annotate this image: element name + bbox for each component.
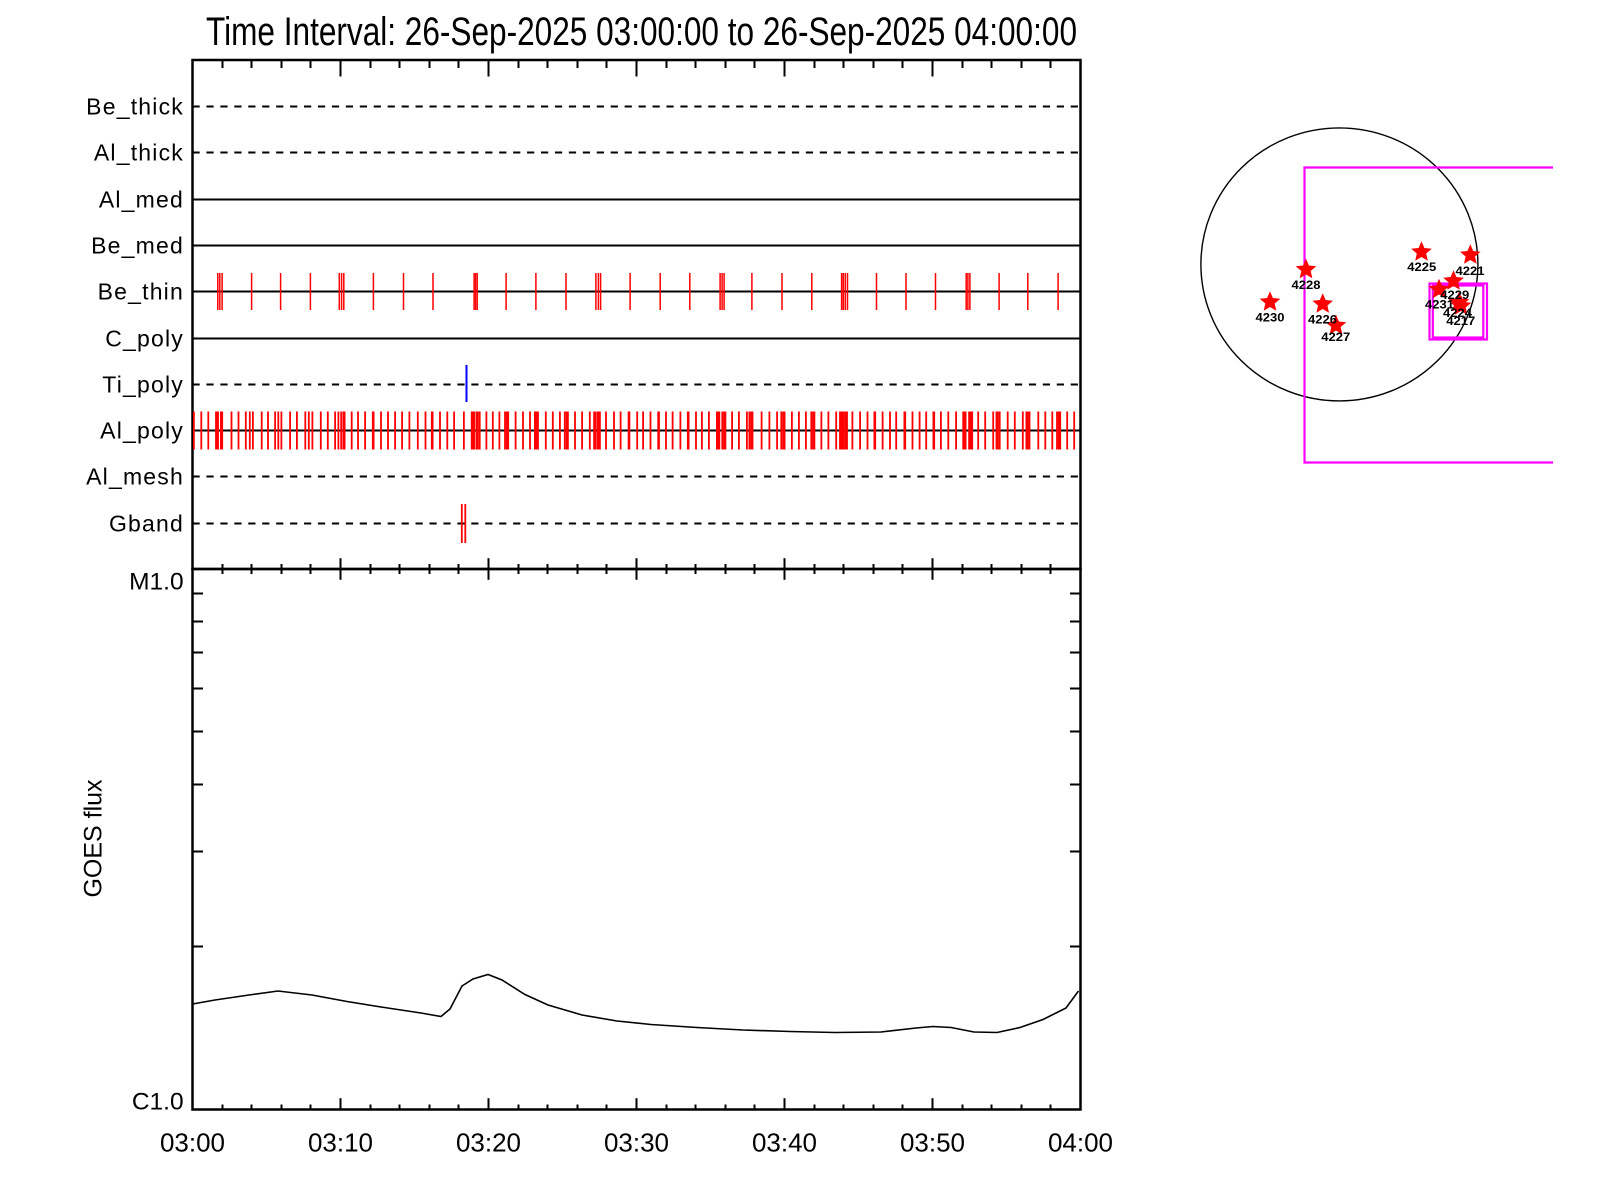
svg-text:4225: 4225 [1407,262,1437,274]
svg-text:4217: 4217 [1446,316,1475,328]
svg-text:Al_mesh: Al_mesh [86,464,184,490]
svg-text:M1.0: M1.0 [129,569,183,596]
svg-text:4224: 4224 [1443,308,1473,320]
svg-text:03:10: 03:10 [308,1128,373,1158]
svg-text:Gband: Gband [109,511,184,537]
svg-text:Be_thick: Be_thick [86,94,184,120]
svg-text:03:50: 03:50 [900,1128,965,1158]
svg-text:Al_thick: Al_thick [94,140,184,166]
svg-text:03:20: 03:20 [456,1128,521,1158]
svg-text:4221: 4221 [1456,266,1486,278]
svg-text:Ti_poly: Ti_poly [102,372,184,398]
svg-text:04:00: 04:00 [1048,1128,1113,1158]
svg-text:03:00: 03:00 [160,1128,225,1158]
svg-text:C_poly: C_poly [105,326,184,352]
svg-text:4228: 4228 [1292,280,1322,292]
svg-text:03:30: 03:30 [604,1128,669,1158]
svg-text:4227: 4227 [1321,332,1350,344]
svg-text:4229: 4229 [1440,290,1469,302]
svg-text:C1.0: C1.0 [132,1088,184,1115]
svg-text:Be_thin: Be_thin [98,279,184,305]
svg-text:4230: 4230 [1256,313,1285,325]
svg-text:Al_med: Al_med [99,187,184,213]
svg-text:Al_poly: Al_poly [100,418,184,444]
svg-text:Be_med: Be_med [91,233,184,259]
svg-text:4226: 4226 [1308,315,1337,327]
svg-text:Time Interval: 26-Sep-2025 03:: Time Interval: 26-Sep-2025 03:00:00 to 2… [206,10,1077,54]
svg-text:4231: 4231 [1425,300,1455,312]
svg-text:03:40: 03:40 [752,1128,817,1158]
svg-text:GOES flux: GOES flux [80,779,108,898]
